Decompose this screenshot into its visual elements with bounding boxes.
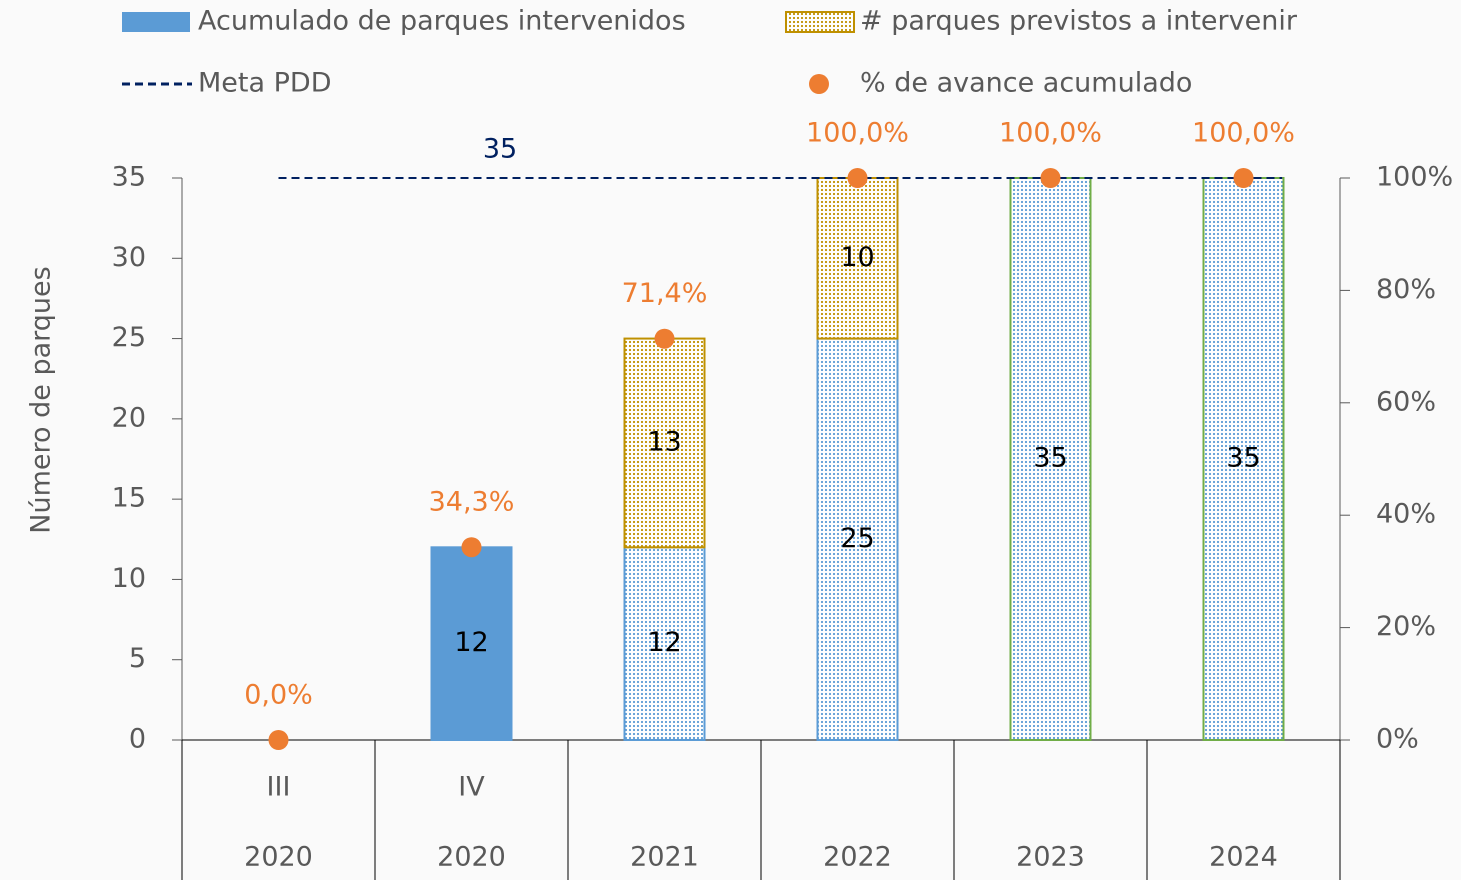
x-group-label: 2024	[1209, 842, 1278, 873]
y-tick-label: 30	[112, 242, 146, 273]
bar-value-label: 13	[647, 426, 681, 457]
y2-tick-label: 20%	[1376, 611, 1436, 642]
bar	[623, 546, 706, 741]
y2-tick-label: 100%	[1376, 162, 1453, 193]
y-tick-label: 10	[112, 563, 146, 594]
bar	[1202, 177, 1285, 741]
percent-label: 0,0%	[244, 680, 313, 711]
bar-value-label: 35	[1226, 443, 1260, 474]
legend-swatch	[809, 74, 829, 94]
bar-value-label: 12	[647, 627, 681, 658]
percent-label: 100,0%	[806, 118, 909, 149]
percent-label: 71,4%	[622, 278, 708, 309]
bar-value-label: 10	[840, 242, 874, 273]
percent-point	[847, 168, 868, 188]
y2-tick-label: 60%	[1376, 386, 1436, 417]
x-group-label: 2021	[630, 842, 699, 873]
legend-label: # parques previstos a intervenir	[860, 6, 1298, 37]
legend-label: Acumulado de parques intervenidos	[198, 6, 686, 37]
y2-tick-label: 0%	[1376, 724, 1419, 755]
bar-value-label: 35	[1033, 443, 1067, 474]
y2-tick-label: 80%	[1376, 274, 1436, 305]
legend-label: % de avance acumulado	[860, 68, 1192, 99]
y-tick-label: 0	[129, 724, 146, 755]
bar	[1009, 177, 1092, 741]
bar-value-label: 12	[454, 627, 488, 658]
percent-point	[654, 328, 675, 349]
percent-point	[268, 730, 289, 750]
bar-value-label: 25	[840, 523, 874, 554]
bar	[430, 546, 513, 741]
legend-label: Meta PDD	[198, 68, 331, 99]
y-tick-label: 20	[112, 402, 146, 433]
percent-point	[461, 537, 482, 558]
percent-label: 34,3%	[429, 487, 515, 518]
target-label: 35	[483, 134, 517, 165]
y-tick-label: 5	[129, 643, 146, 674]
x-group-label: 2020	[437, 842, 506, 873]
x-group-label: 2020	[244, 842, 313, 873]
percent-point	[1040, 168, 1061, 188]
legend-swatch	[122, 12, 190, 32]
percent-point	[1233, 168, 1254, 188]
y2-tick-label: 40%	[1376, 499, 1436, 530]
x-tick-label: III	[267, 772, 291, 803]
x-tick-label: IV	[458, 772, 485, 803]
percent-label: 100,0%	[999, 118, 1102, 149]
y-tick-label: 25	[112, 322, 146, 353]
y-tick-label: 15	[112, 483, 146, 514]
x-group-label: 2022	[823, 842, 892, 873]
y-axis-label: Número de parques	[26, 266, 57, 533]
x-group-label: 2023	[1016, 842, 1085, 873]
y-tick-label: 35	[112, 162, 146, 193]
legend-swatch	[785, 11, 855, 33]
percent-label: 100,0%	[1192, 118, 1295, 149]
